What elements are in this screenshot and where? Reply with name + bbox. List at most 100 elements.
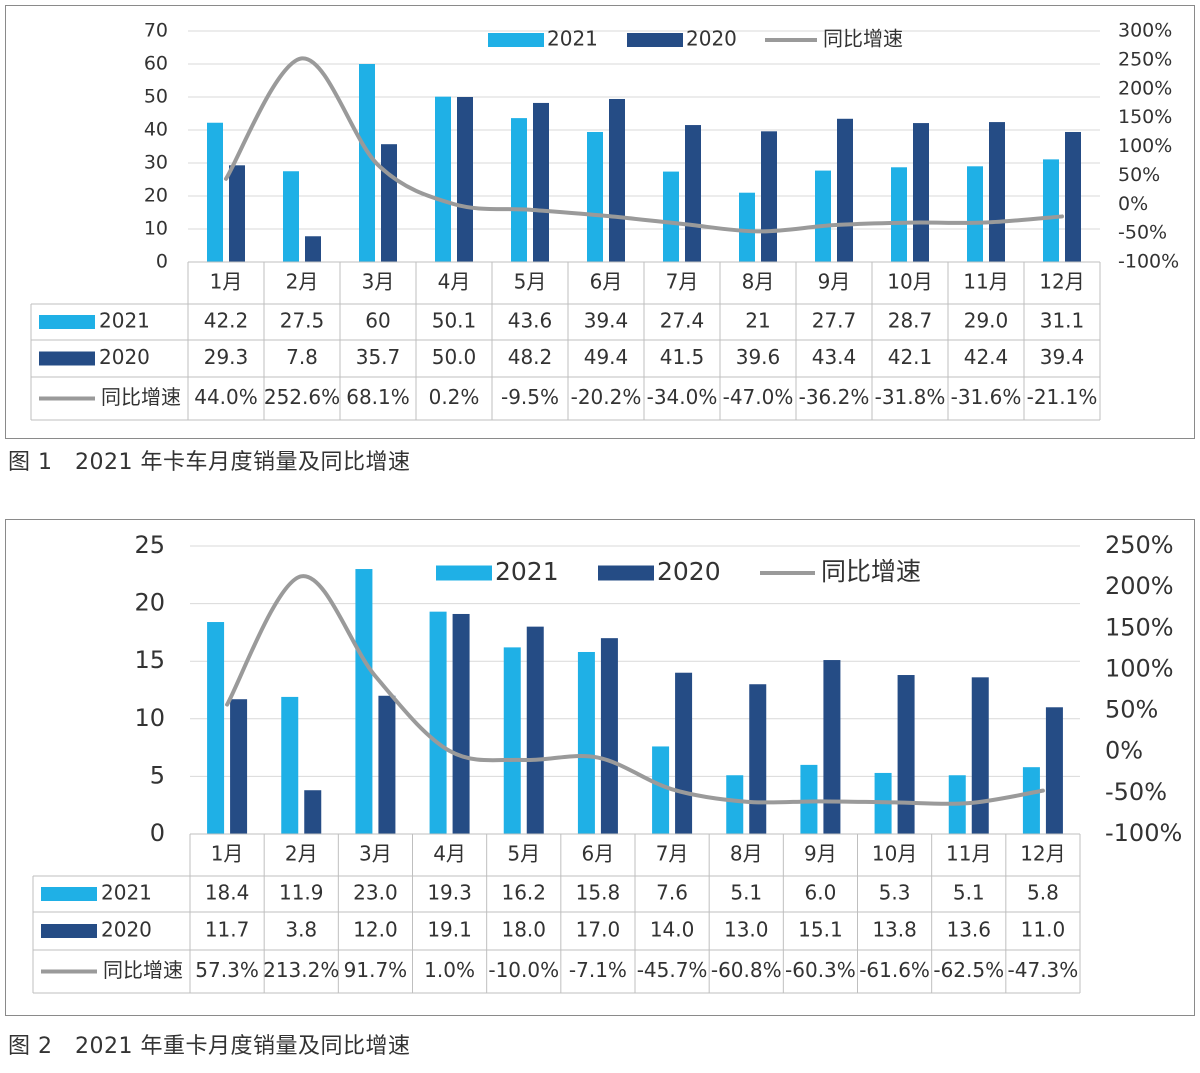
- table-row-header: 2020: [99, 345, 150, 369]
- table-row-header: 2021: [99, 309, 150, 333]
- y-axis-tick-label: 40: [144, 119, 168, 141]
- table-cell: 14.0: [650, 918, 695, 942]
- category-label: 9月: [818, 270, 851, 294]
- table-cell: 252.6%: [264, 385, 340, 409]
- y2-axis-tick-label: 150%: [1118, 106, 1172, 128]
- bar-2020-8月: [749, 684, 767, 834]
- table-cell: 16.2: [501, 881, 546, 905]
- table-cell: 27.7: [812, 309, 857, 333]
- table-cell: 23.0: [353, 881, 398, 905]
- table-cell: 42.4: [964, 345, 1009, 369]
- table-cell: -61.6%: [859, 958, 930, 982]
- legend-swatch-2021: [436, 565, 492, 581]
- category-label: 12月: [1020, 842, 1065, 866]
- table-cell: 11.9: [279, 881, 324, 905]
- category-label: 4月: [433, 842, 466, 866]
- table-cell: 27.4: [660, 309, 705, 333]
- table-cell: 0.2%: [429, 385, 480, 409]
- table-cell: -47.0%: [723, 385, 794, 409]
- table-cell: 44.0%: [194, 385, 258, 409]
- table-row-header: 同比增速: [103, 958, 183, 982]
- y-axis-tick-label: 5: [150, 761, 165, 789]
- bar-2021-7月: [663, 171, 679, 262]
- category-label: 1月: [210, 270, 243, 294]
- bar-2020-8月: [761, 131, 777, 262]
- table-cell: 7.8: [286, 345, 318, 369]
- table-cell: 5.8: [1027, 881, 1059, 905]
- table-cell: -31.8%: [875, 385, 946, 409]
- bar-2020-10月: [897, 675, 915, 834]
- table-cell: -60.3%: [785, 958, 856, 982]
- category-label: 7月: [656, 842, 689, 866]
- bar-2021-5月: [503, 647, 521, 834]
- legend-label: 2020: [657, 557, 721, 586]
- table-cell: 42.1: [888, 345, 933, 369]
- y-axis-tick-label: 50: [144, 86, 168, 108]
- y2-axis-tick-label: -100%: [1118, 251, 1179, 273]
- bar-2020-7月: [685, 125, 701, 262]
- table-cell: 5.1: [730, 881, 762, 905]
- legend-label: 2021: [495, 557, 559, 586]
- bar-2020-2月: [304, 790, 322, 834]
- bar-2021-8月: [726, 775, 744, 834]
- table-cell: 29.3: [204, 345, 249, 369]
- bar-2021-9月: [800, 764, 818, 834]
- bar-2020-12月: [1065, 131, 1081, 262]
- table-cell: -60.8%: [711, 958, 782, 982]
- bar-2021-4月: [429, 611, 447, 834]
- table-cell: -47.3%: [1008, 958, 1079, 982]
- table-cell: -45.7%: [637, 958, 708, 982]
- bar-2020-5月: [526, 626, 544, 834]
- table-cell: 11.7: [205, 918, 250, 942]
- y-axis-tick-label: 30: [144, 152, 168, 174]
- category-label: 3月: [362, 270, 395, 294]
- table-cell: 60: [365, 309, 390, 333]
- chart-panel-2: [5, 519, 1195, 1016]
- table-cell: -10.0%: [488, 958, 559, 982]
- bar-2021-10月: [891, 167, 907, 262]
- table-cell: -34.0%: [647, 385, 718, 409]
- category-label: 6月: [590, 270, 623, 294]
- bar-2021-7月: [652, 746, 670, 834]
- table-cell: -62.5%: [933, 958, 1004, 982]
- category-label: 5月: [514, 270, 547, 294]
- bar-2020-12月: [1045, 707, 1063, 834]
- table-cell: 213.2%: [263, 958, 339, 982]
- table-cell: -20.2%: [571, 385, 642, 409]
- category-label: 1月: [211, 842, 244, 866]
- y-axis-tick-label: 0: [156, 251, 168, 273]
- bar-2021-1月: [207, 622, 225, 834]
- category-label: 10月: [887, 270, 932, 294]
- table-cell: 15.1: [798, 918, 843, 942]
- y2-axis-tick-label: 0%: [1105, 737, 1143, 765]
- table-cell: 13.6: [946, 918, 991, 942]
- table-cell: 29.0: [964, 309, 1009, 333]
- category-label: 2月: [286, 270, 319, 294]
- table-cell: 31.1: [1040, 309, 1085, 333]
- legend-label: 同比增速: [823, 27, 903, 51]
- bar-2020-11月: [989, 122, 1005, 262]
- category-label: 6月: [582, 842, 615, 866]
- y2-axis-tick-label: 100%: [1105, 654, 1174, 682]
- y2-axis-tick-label: 250%: [1105, 531, 1174, 559]
- category-label: 10月: [872, 842, 917, 866]
- table-cell: 49.4: [584, 345, 629, 369]
- table-cell: 13.8: [872, 918, 917, 942]
- table-cell: 43.6: [508, 309, 553, 333]
- bar-2020-5月: [533, 102, 549, 262]
- y2-axis-tick-label: 200%: [1118, 77, 1172, 99]
- y2-axis-tick-label: 300%: [1118, 20, 1172, 42]
- table-cell: 39.6: [736, 345, 781, 369]
- table-cell: 5.1: [953, 881, 985, 905]
- table-cell: 6.0: [805, 881, 837, 905]
- y2-axis-tick-label: 50%: [1118, 164, 1160, 186]
- table-cell: 57.3%: [195, 958, 259, 982]
- bar-2020-9月: [823, 660, 841, 834]
- table-cell: 27.5: [280, 309, 325, 333]
- y-axis-tick-label: 70: [144, 20, 168, 42]
- bar-2020-1月: [230, 699, 248, 834]
- table-cell: 35.7: [356, 345, 401, 369]
- category-label: 2月: [285, 842, 318, 866]
- bar-2021-9月: [815, 170, 831, 262]
- bar-2021-3月: [355, 569, 373, 834]
